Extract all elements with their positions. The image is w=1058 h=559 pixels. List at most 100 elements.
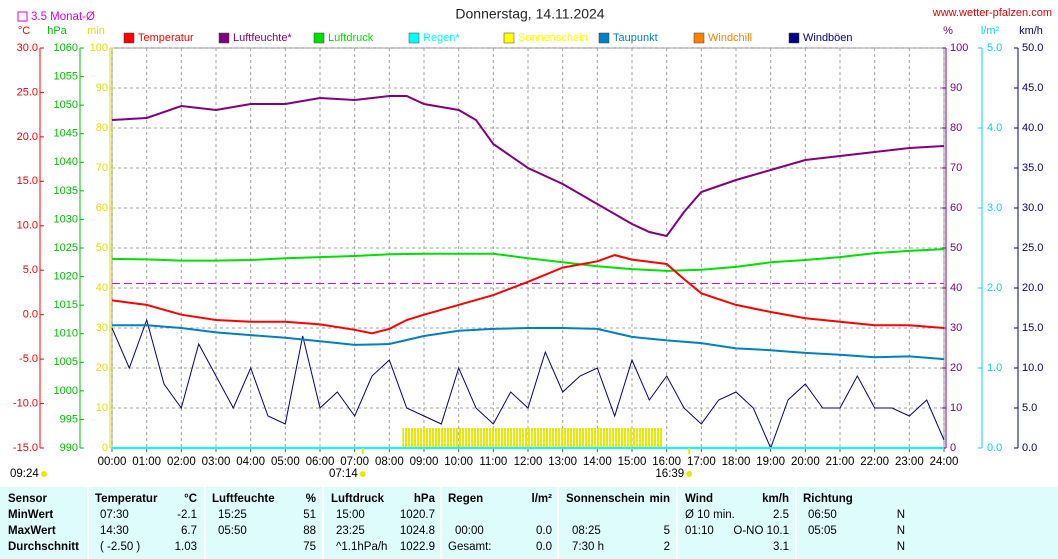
site-link: www.wetter-pfalzen.com <box>932 7 1052 19</box>
table-cell: 1.03 <box>175 541 197 553</box>
table-cell: 00:00 <box>455 525 484 537</box>
table-cell: 23:25 <box>336 525 365 537</box>
legend-label: Windböen <box>803 32 853 44</box>
legend-label: Sonnenschein <box>518 32 588 44</box>
table-header: l/m² <box>532 493 553 505</box>
series-line <box>112 324 945 361</box>
sunshine-bar <box>515 428 524 448</box>
sunshine-bar <box>593 428 602 448</box>
table-header: Regen <box>448 493 483 505</box>
y-tick-label: 10.0 <box>1022 362 1043 374</box>
table-cell: 05:50 <box>218 525 247 537</box>
y-tick-label: 25.0 <box>1022 242 1043 254</box>
y-tick-label: 15.0 <box>17 175 38 187</box>
y-tick-label: 1030 <box>54 213 78 225</box>
row-label: MinWert <box>8 509 53 521</box>
sunshine-bar <box>653 428 663 448</box>
table-header: Wind <box>685 493 713 505</box>
x-tick-label: 15:00 <box>618 456 647 468</box>
chart-title: Donnerstag, 14.11.2024 <box>455 6 604 22</box>
sunshine-bar <box>454 428 463 448</box>
y-tick-label: 1025 <box>54 242 78 254</box>
sun-label: 16:39 <box>655 468 684 480</box>
table-cell: 0.0 <box>536 541 552 553</box>
legend-swatch <box>123 32 135 44</box>
y-tick-label: 50.0 <box>1022 42 1043 54</box>
legend-swatch <box>598 32 610 44</box>
sunshine-bar <box>619 428 628 448</box>
y-tick-label: 15.0 <box>1022 322 1043 334</box>
sunshine-bar <box>419 428 429 448</box>
sunshine-bar <box>532 428 541 448</box>
y-tick-label: 45.0 <box>1022 82 1043 94</box>
y-tick-label: 10 <box>950 402 962 414</box>
y-tick-label: 40.0 <box>1022 122 1043 134</box>
sunshine-bar <box>437 428 446 448</box>
table-cell: 7:30 h <box>572 541 604 553</box>
y-tick-label: 20.0 <box>1022 282 1043 294</box>
y-tick-label: 30 <box>950 322 962 334</box>
x-tick-label: 23:00 <box>895 456 924 468</box>
y-tick-label: 60 <box>950 202 962 214</box>
table-cell: N <box>897 509 905 521</box>
table-cell: 1020.7 <box>400 509 435 521</box>
y-tick-label: 1.0 <box>987 362 1002 374</box>
legend-swatch <box>218 32 230 44</box>
y-tick-label: 40 <box>950 282 962 294</box>
y-tick-label: 1040 <box>54 156 78 168</box>
y-tick-label: 5.0 <box>23 264 38 276</box>
sunshine-bar <box>402 428 411 448</box>
series-line <box>111 248 945 272</box>
y-tick-label: 50 <box>96 242 108 254</box>
table-cell: 1022.9 <box>400 541 435 553</box>
y-tick-label: 2.0 <box>987 282 1002 294</box>
sunshine-bar <box>480 428 489 448</box>
table-cell: 6.7 <box>181 525 197 537</box>
y-tick-label: 60 <box>96 202 108 214</box>
sunshine-bar <box>584 428 593 448</box>
table-cell: 5 <box>664 525 670 537</box>
sun-icon <box>686 471 693 477</box>
axis-title: l/m² <box>981 25 1000 37</box>
x-tick-label: 24:00 <box>930 456 959 468</box>
y-tick-label: 5.0 <box>1022 402 1037 414</box>
y-tick-label: 80 <box>950 122 962 134</box>
table-background <box>0 487 1058 559</box>
axis-title: % <box>943 25 953 37</box>
y-tick-label: 1050 <box>54 99 78 111</box>
y-tick-label: 90 <box>950 82 962 94</box>
series-line <box>111 95 945 238</box>
table-cell: 2.5 <box>773 509 789 521</box>
y-tick-label: 30 <box>96 322 108 334</box>
axis-title: °C <box>18 25 30 37</box>
sunshine-bar <box>506 428 515 448</box>
table-cell: 01:10 <box>685 525 714 537</box>
x-tick-label: 19:00 <box>756 456 785 468</box>
reference-icon <box>17 11 28 22</box>
table-cell: 07:30 <box>100 509 129 521</box>
y-tick-label: 1045 <box>54 128 78 140</box>
table-cell: 75 <box>303 541 316 553</box>
y-tick-label: 80 <box>96 122 108 134</box>
legend-label: Regen* <box>423 32 460 44</box>
table-header: Sensor <box>8 493 48 505</box>
axis-title: km/h <box>1019 25 1043 37</box>
sunshine-bar <box>445 428 455 448</box>
legend-label: Taupunkt <box>613 32 658 44</box>
row-label: Durchschnitt <box>8 541 79 553</box>
reference-label: 3.5 Monat-Ø <box>31 11 95 23</box>
y-tick-label: 70 <box>96 162 108 174</box>
y-tick-label: 0.0 <box>1022 442 1037 454</box>
table-header: hPa <box>414 493 436 505</box>
series-line <box>111 318 945 450</box>
table-cell: 1024.8 <box>400 525 435 537</box>
table-cell: 51 <box>303 509 316 521</box>
x-tick-label: 11:00 <box>479 456 507 468</box>
axis-title: min <box>87 25 105 37</box>
y-tick-label: 25.0 <box>17 86 38 98</box>
table-cell: N <box>897 541 905 553</box>
y-tick-label: 1005 <box>54 356 78 368</box>
x-tick-label: 09:00 <box>410 456 439 468</box>
